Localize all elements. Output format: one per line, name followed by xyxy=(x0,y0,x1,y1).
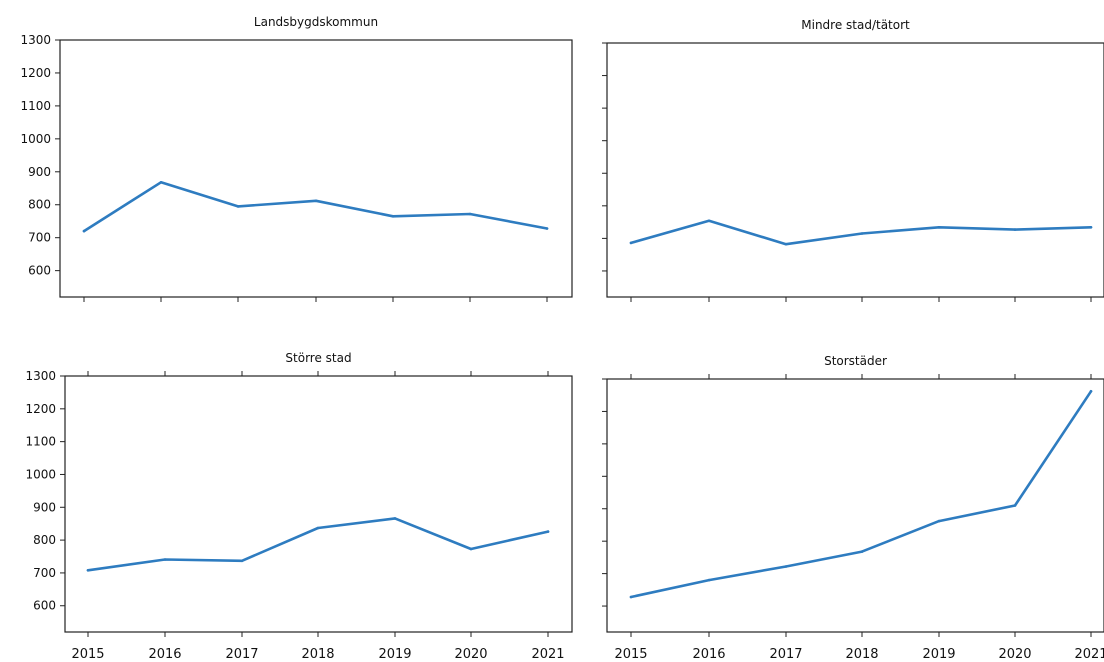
x-tick-label: 2021 xyxy=(531,647,564,662)
y-tick-label: 700 xyxy=(28,231,51,245)
data-point xyxy=(545,227,549,230)
y-tick-label: 600 xyxy=(33,599,56,613)
x-tick-label: 2019 xyxy=(378,647,411,662)
subplot-title: Landsbygdskommun xyxy=(254,15,378,29)
axes-frame xyxy=(606,378,1104,633)
y-tick-label: 700 xyxy=(33,566,56,580)
y-tick-label: 1100 xyxy=(25,435,56,449)
data-point xyxy=(240,559,244,563)
axes-frame xyxy=(59,39,573,298)
data-point xyxy=(393,517,397,520)
series-line xyxy=(86,517,550,572)
x-tick-label: 2016 xyxy=(148,647,181,662)
data-point xyxy=(163,558,167,561)
data-point xyxy=(86,569,90,572)
axes-frame xyxy=(606,42,1104,298)
data-point xyxy=(314,199,318,203)
data-point xyxy=(629,595,633,599)
x-tick-label: 2016 xyxy=(692,647,725,662)
x-tick-label: 2018 xyxy=(301,647,334,662)
data-point xyxy=(1013,228,1017,231)
subplot-title: Storstäder xyxy=(824,354,887,368)
data-point xyxy=(860,232,864,235)
data-point xyxy=(159,181,163,184)
data-point xyxy=(391,215,395,218)
x-tick-label: 2015 xyxy=(614,647,647,662)
data-point xyxy=(546,530,550,533)
data-point xyxy=(937,226,941,229)
subplot-2: Mindre stad/tätort xyxy=(602,18,1104,302)
x-tick-label: 2020 xyxy=(998,647,1031,662)
x-tick-label: 2020 xyxy=(454,647,487,662)
data-point xyxy=(469,547,473,551)
data-point xyxy=(1089,226,1093,229)
subplot-title: Mindre stad/tätort xyxy=(801,18,910,32)
data-point xyxy=(937,519,941,523)
axes-frame xyxy=(64,375,573,633)
x-tick-label: 2018 xyxy=(845,647,878,662)
y-tick-label: 800 xyxy=(28,198,51,212)
subplot-3: Större stad 600 700 800 900 1000 1100 1200 1300 2… xyxy=(25,351,573,662)
y-tick-label: 1300 xyxy=(20,33,51,47)
data-point xyxy=(1089,390,1093,393)
x-tick-label: 2019 xyxy=(922,647,955,662)
subplot-4: Storstäder 2015 2016 2017 2018 2019 2020 2021 xyxy=(602,354,1104,662)
x-tick-label: 2015 xyxy=(71,647,104,662)
y-tick-label: 600 xyxy=(28,264,51,278)
y-tick-label: 1300 xyxy=(25,369,56,383)
y-tick-label: 1200 xyxy=(25,402,56,416)
data-point xyxy=(1013,504,1017,507)
data-point xyxy=(82,229,86,233)
data-point xyxy=(236,205,240,208)
series-line xyxy=(82,181,549,233)
data-point xyxy=(707,219,711,223)
data-point xyxy=(707,578,711,582)
data-point xyxy=(784,565,788,568)
x-tick-label: 2017 xyxy=(769,647,802,662)
x-tick-label: 2017 xyxy=(225,647,258,662)
subplot-title: Större stad xyxy=(285,351,351,365)
data-point xyxy=(468,212,472,216)
y-tick-label: 1000 xyxy=(20,132,51,146)
y-tick-label: 800 xyxy=(33,533,56,547)
x-tick-label: 2021 xyxy=(1074,647,1104,662)
y-tick-label: 900 xyxy=(33,500,56,514)
series-line xyxy=(629,389,1093,599)
y-tick-label: 1100 xyxy=(20,99,51,113)
series-line xyxy=(629,219,1093,246)
data-point xyxy=(784,242,788,246)
y-tick-label: 900 xyxy=(28,165,51,179)
data-point xyxy=(860,550,864,553)
y-tick-label: 1200 xyxy=(20,66,51,80)
data-point xyxy=(316,526,320,530)
data-point xyxy=(629,241,633,245)
subplot-1: Landsbygdskommun 600 700 800 900 1000 1100 1200… xyxy=(20,15,573,302)
y-tick-label: 1000 xyxy=(25,467,56,481)
